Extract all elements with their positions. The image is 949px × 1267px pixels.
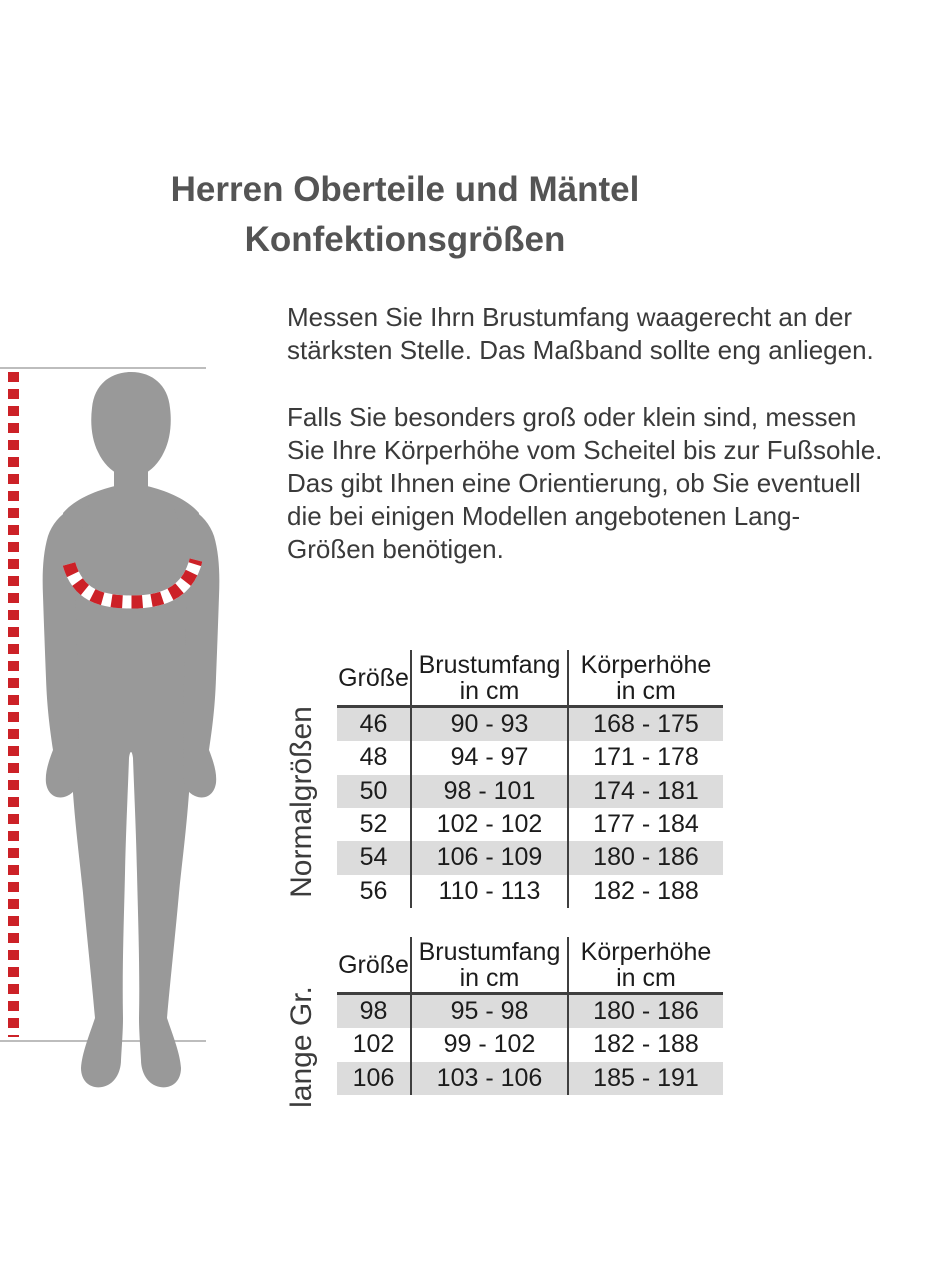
page-title: Herren Oberteile und Mäntel Konfektionsg…	[170, 170, 640, 259]
table-row: 48 94 - 97 171 - 178	[337, 741, 723, 775]
table-row: 52 102 - 102 177 - 184	[337, 807, 723, 842]
intro-paragraph-height: Falls Sie besonders groß oder klein sind…	[287, 402, 883, 564]
table-cell: 48	[359, 743, 388, 772]
table-cell: 98 - 101	[410, 774, 567, 808]
group-label-long-sizes: lange Gr.	[285, 986, 318, 1108]
table-cell: 95 - 98	[410, 995, 567, 1029]
intro-paragraph-chest: Messen Sie Ihrn Brustumfang waagerecht a…	[287, 302, 874, 365]
table-row: 98 95 - 98 180 - 186	[337, 995, 723, 1029]
header-cell: Größe	[338, 663, 409, 692]
height-dotted-line	[8, 372, 19, 1037]
table-cell: 52	[359, 810, 388, 839]
table-row: 102 99 - 102 182 - 188	[337, 1028, 723, 1062]
table-cell: 180 - 186	[567, 841, 723, 875]
table-cell: 174 - 181	[567, 774, 723, 808]
head-level-line	[0, 367, 206, 369]
table-cell: 168 - 175	[567, 708, 723, 742]
male-silhouette	[42, 372, 220, 1088]
table-body: 98 95 - 98 180 - 186 102 99 - 102 182 - 188 10…	[337, 995, 723, 1095]
table-cell: 46	[359, 710, 388, 739]
header-cell: Körperhöhe in cm	[567, 937, 723, 992]
table-row: 106 103 - 106 185 - 191	[337, 1061, 723, 1095]
table-body: 46 90 - 93 168 - 175 48 94 - 97 171 - 178 50 98…	[337, 708, 723, 908]
header-cell: Größe	[338, 950, 409, 979]
right-arm-silhouette	[170, 498, 220, 798]
table-cell: 177 - 184	[567, 807, 723, 842]
table-cell: 182 - 188	[567, 874, 723, 908]
header-cell: Körperhöhe in cm	[567, 650, 723, 705]
table-cell: 110 - 113	[410, 874, 567, 908]
table-cell: 180 - 186	[567, 995, 723, 1029]
table-cell: 171 - 178	[567, 741, 723, 775]
torso-legs-silhouette	[63, 486, 199, 1088]
table-cell: 102 - 102	[410, 807, 567, 842]
body-silhouette-illustration	[42, 372, 220, 1088]
table-cell: 56	[359, 876, 388, 905]
table-cell: 106 - 109	[410, 841, 567, 875]
table-cell: 185 - 191	[567, 1061, 723, 1095]
chest-measuring-tape	[62, 558, 203, 609]
table-cell: 106	[352, 1063, 395, 1092]
header-cell: Brustumfang in cm	[410, 650, 567, 705]
head-silhouette	[91, 372, 171, 475]
table-row: 54 106 - 109 180 - 186	[337, 841, 723, 875]
left-arm-silhouette	[42, 498, 92, 798]
size-table-normal: Größe Brustumfang in cm Körperhöhe in cm 4…	[337, 650, 723, 908]
table-cell: 99 - 102	[410, 1028, 567, 1062]
table-cell: 54	[359, 843, 388, 872]
table-cell: 50	[359, 776, 388, 805]
table-cell: 103 - 106	[410, 1061, 567, 1095]
table-header-row: Größe Brustumfang in cm Körperhöhe in cm	[337, 650, 723, 708]
group-label-normal-sizes: Normalgrößen	[285, 706, 318, 898]
table-row: 56 110 - 113 182 - 188	[337, 874, 723, 908]
table-row: 46 90 - 93 168 - 175	[337, 708, 723, 742]
table-header-row: Größe Brustumfang in cm Körperhöhe in cm	[337, 937, 723, 995]
table-cell: 94 - 97	[410, 741, 567, 775]
table-row: 50 98 - 101 174 - 181	[337, 774, 723, 808]
table-cell: 102	[352, 1030, 395, 1059]
header-cell: Brustumfang in cm	[410, 937, 567, 992]
table-cell: 182 - 188	[567, 1028, 723, 1062]
table-cell: 90 - 93	[410, 708, 567, 742]
size-table-long: Größe Brustumfang in cm Körperhöhe in cm 9…	[337, 937, 723, 1095]
table-cell: 98	[359, 997, 388, 1026]
